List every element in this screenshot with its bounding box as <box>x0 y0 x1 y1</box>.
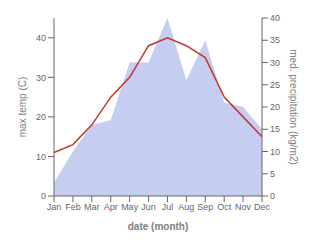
svg-text:25: 25 <box>270 80 280 90</box>
svg-text:Jun: Jun <box>141 202 156 212</box>
svg-text:35: 35 <box>270 35 280 45</box>
svg-text:max temp (C): max temp (C) <box>17 77 28 138</box>
svg-text:Apr: Apr <box>104 202 118 212</box>
svg-text:Feb: Feb <box>65 202 81 212</box>
svg-text:May: May <box>121 202 139 212</box>
svg-text:Sep: Sep <box>197 202 213 212</box>
svg-text:Dec: Dec <box>254 202 271 212</box>
svg-text:Oct: Oct <box>217 202 232 212</box>
svg-text:5: 5 <box>270 169 275 179</box>
svg-text:date (month): date (month) <box>128 221 189 232</box>
svg-text:40: 40 <box>36 33 46 43</box>
svg-text:40: 40 <box>270 13 280 23</box>
svg-text:med. precipitation (kg/m2): med. precipitation (kg/m2) <box>288 49 299 165</box>
svg-text:Mar: Mar <box>84 202 100 212</box>
svg-text:20: 20 <box>36 112 46 122</box>
svg-text:Jan: Jan <box>47 202 62 212</box>
svg-text:0: 0 <box>41 191 46 201</box>
svg-text:Aug: Aug <box>178 202 194 212</box>
svg-text:30: 30 <box>270 58 280 68</box>
svg-text:Nov: Nov <box>235 202 252 212</box>
svg-text:20: 20 <box>270 102 280 112</box>
svg-text:15: 15 <box>270 124 280 134</box>
svg-text:Jul: Jul <box>162 202 174 212</box>
svg-text:0: 0 <box>270 191 275 201</box>
svg-text:10: 10 <box>270 147 280 157</box>
svg-text:30: 30 <box>36 73 46 83</box>
svg-text:10: 10 <box>36 152 46 162</box>
